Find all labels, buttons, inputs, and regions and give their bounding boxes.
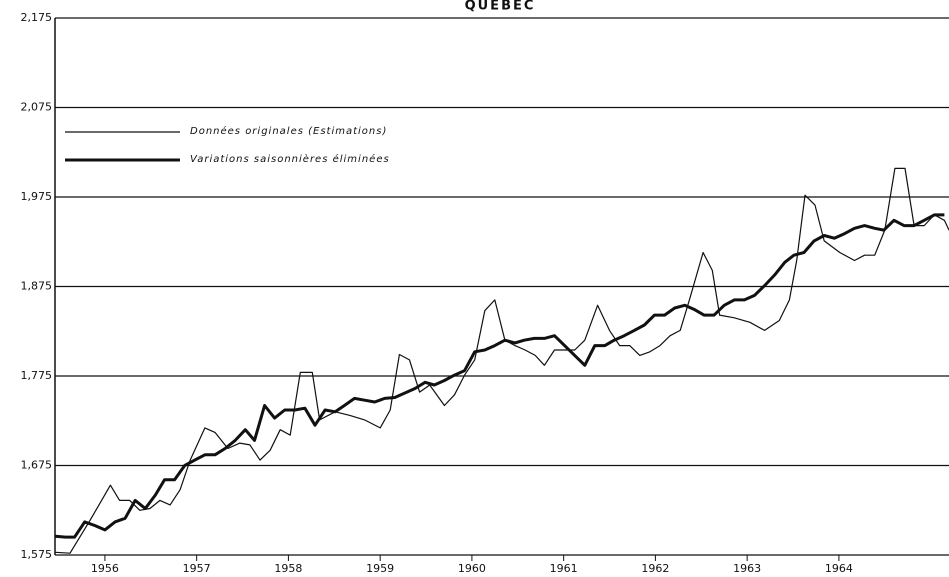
y-tick-label: 1,675: [21, 459, 53, 472]
chart-title: QUEBEC: [465, 0, 536, 14]
y-tick-label: 1,575: [21, 548, 53, 561]
series-line: [55, 213, 945, 539]
x-tick-label: 1962: [641, 562, 669, 575]
legend-label: Variations saisonnières éliminées: [190, 153, 390, 165]
x-tick-label: 1963: [733, 562, 761, 575]
x-tick-label: 1961: [550, 562, 578, 575]
series-line: [55, 167, 949, 554]
legend-label: Données originales (Estimations): [190, 125, 387, 137]
x-tick-label: 1959: [366, 562, 394, 575]
y-tick-label: 1,975: [21, 190, 53, 203]
y-tick-label: 2,075: [21, 101, 53, 114]
x-tick-label: 1956: [91, 562, 119, 575]
x-tick-label: 1957: [183, 562, 211, 575]
y-tick-label: 2,175: [21, 11, 53, 24]
x-tick-label: 1960: [458, 562, 486, 575]
y-tick-label: 1,775: [21, 369, 53, 382]
y-tick-label: 1,875: [21, 280, 53, 293]
x-tick-label: 1964: [825, 562, 853, 575]
x-tick-label: 1958: [274, 562, 302, 575]
